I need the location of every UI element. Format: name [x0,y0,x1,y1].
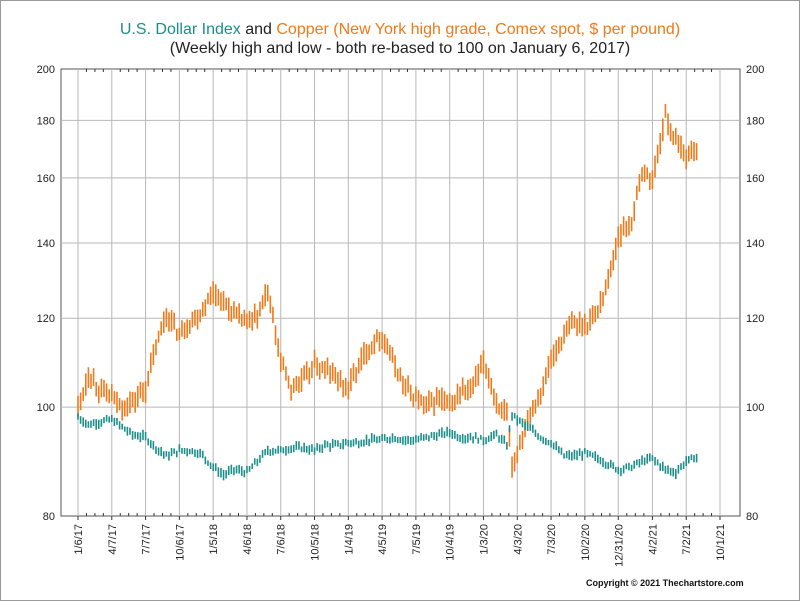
x-tick-label: 1/6/17 [73,524,85,555]
y-tick-label-right: 100 [746,402,764,414]
x-tick-label: 10/5/18 [310,524,322,561]
x-tick-label: 7/5/19 [411,524,423,555]
y-tick-label-right: 200 [746,64,764,76]
title-usd-part: U.S. Dollar Index [119,21,241,38]
x-tick-label: 10/4/19 [445,524,457,561]
x-tick-label: 1/3/20 [478,524,490,555]
x-tick-label: 7/6/18 [276,524,288,555]
y-tick-label-left: 200 [37,64,55,76]
x-tick-label: 1/5/18 [208,524,220,555]
x-tick-label: 10/2/20 [580,524,592,561]
x-tick-label: 4/6/18 [242,524,254,555]
y-tick-label-right: 180 [746,115,764,127]
title-copper-part: Copper (New York high grade, Comex spot,… [276,21,681,38]
y-tick-label-left: 180 [37,115,55,127]
y-tick-label-left: 120 [37,313,55,325]
x-tick-label: 10/1/21 [715,524,727,561]
y-tick-label-left: 140 [37,238,55,250]
y-tick-label-right: 120 [746,313,764,325]
chart-title: U.S. Dollar Index and Copper (New York h… [0,21,800,39]
copyright-note: Copyright © 2021 Thechartstore.com [586,578,744,588]
chart-subtitle: (Weekly high and low - both re-based to … [169,40,631,57]
x-tick-label: 7/3/20 [546,524,558,555]
y-tick-label-right: 80 [746,511,758,523]
x-tick-label: 4/2/21 [647,524,659,555]
x-tick-label: 4/7/17 [107,524,119,555]
title-and: and [240,21,277,38]
x-tick-label: 4/3/20 [512,524,524,555]
y-tick-label-right: 160 [746,173,764,185]
x-tick-label: 4/5/19 [377,524,389,555]
x-tick-label: 1/4/19 [343,524,355,555]
x-tick-label: 7/2/21 [681,524,693,555]
x-tick-label: 7/7/17 [141,524,153,555]
x-tick-label: 12/31/20 [613,524,625,567]
plot-area [60,68,741,517]
x-tick-label: 10/6/17 [174,524,186,561]
y-tick-label-left: 80 [43,511,55,523]
y-tick-label-left: 100 [37,402,55,414]
y-tick-label-right: 140 [746,238,764,250]
y-tick-label-left: 160 [37,173,55,185]
